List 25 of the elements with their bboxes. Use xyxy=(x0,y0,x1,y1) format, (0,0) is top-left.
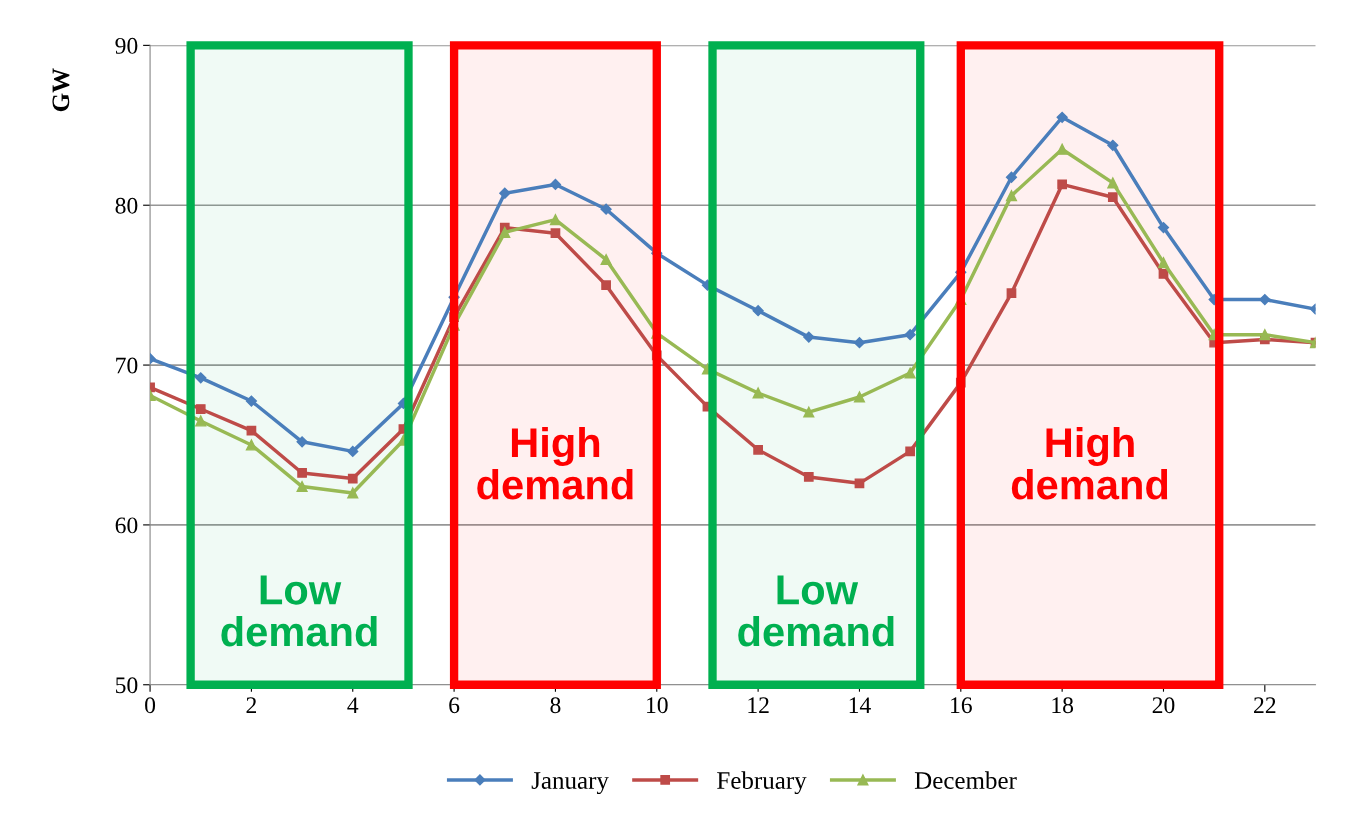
band-label: Low demand xyxy=(738,575,894,647)
y-tick-label: 50 xyxy=(116,677,138,694)
legend-label: December xyxy=(914,771,1017,789)
x-tick-label: 22 xyxy=(1254,697,1276,713)
x-tick-label: 4 xyxy=(347,697,359,713)
x-tick-label: 2 xyxy=(246,697,257,713)
y-axis-title: GW xyxy=(52,68,70,112)
y-tick-label: 60 xyxy=(115,517,138,534)
band-label: Low demand xyxy=(221,575,377,647)
x-tick-label: 6 xyxy=(449,697,460,714)
x-tick-label: 18 xyxy=(1052,697,1074,714)
legend-label: January xyxy=(531,772,609,795)
band-label: High demand xyxy=(1011,426,1168,500)
x-tick-label: 0 xyxy=(145,697,156,714)
x-tick-label: 16 xyxy=(951,697,972,714)
x-tick-label: 8 xyxy=(550,697,561,714)
x-tick-label: 12 xyxy=(748,697,769,713)
y-tick-label: 70 xyxy=(116,357,138,374)
y-tick-label: 90 xyxy=(115,37,138,54)
x-tick-label: 14 xyxy=(849,697,871,713)
x-tick-label: 10 xyxy=(647,697,668,714)
legend-label: February xyxy=(717,771,807,795)
x-tick-label: 20 xyxy=(1152,697,1175,714)
band-label: High demand xyxy=(477,426,633,500)
y-tick-label: 80 xyxy=(115,197,138,214)
